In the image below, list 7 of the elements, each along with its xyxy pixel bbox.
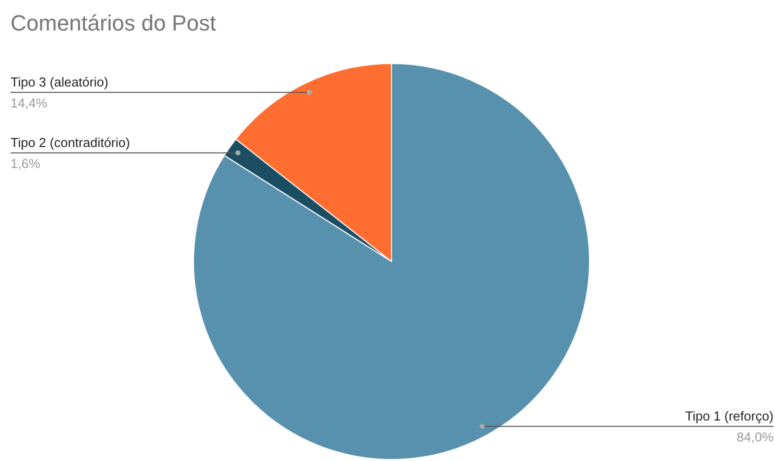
chart-title: Comentários do Post: [10, 10, 216, 36]
slice-label: Tipo 3 (aleatório): [10, 74, 108, 90]
slice-label: Tipo 1 (reforço): [685, 408, 774, 424]
slice-label: Tipo 2 (contraditório): [10, 134, 130, 150]
data-label: 84,0%: [736, 429, 774, 444]
data-label: 1,6%: [10, 156, 41, 171]
data-label: 14,4%: [10, 95, 48, 110]
